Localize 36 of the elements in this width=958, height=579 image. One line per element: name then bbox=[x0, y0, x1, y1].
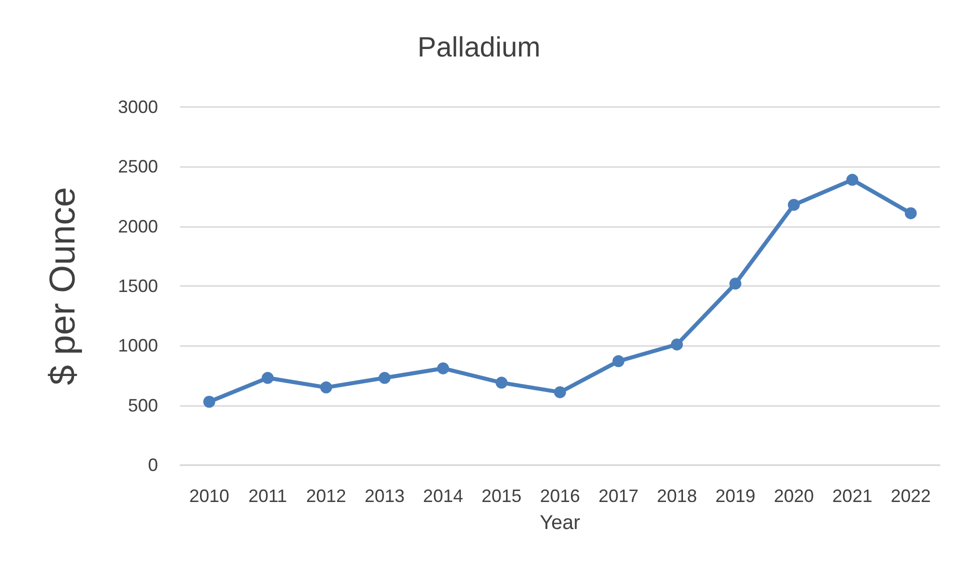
x-tick-label: 2020 bbox=[774, 486, 814, 506]
point bbox=[262, 372, 274, 384]
point bbox=[670, 338, 683, 350]
x-tick-label: 2018 bbox=[656, 486, 697, 506]
y-tick-label: 2500 bbox=[118, 156, 158, 177]
point bbox=[612, 355, 624, 368]
y-tick-label: 3000 bbox=[118, 97, 158, 117]
x-tick-label: 2017 bbox=[598, 486, 638, 506]
y-tick-label: 2000 bbox=[118, 216, 158, 236]
point bbox=[437, 362, 450, 374]
x-tick-label: 2012 bbox=[306, 486, 346, 506]
point bbox=[378, 372, 391, 384]
x-tick-label: 2015 bbox=[482, 486, 522, 506]
chart-title: Palladium bbox=[418, 32, 540, 62]
x-tick-label: 2016 bbox=[540, 486, 580, 506]
x-tick-label: 2019 bbox=[715, 486, 756, 506]
y-tick-label: 1500 bbox=[118, 276, 158, 296]
x-axis-title: Year bbox=[540, 512, 581, 534]
point bbox=[729, 278, 742, 290]
y-tick-label: 1000 bbox=[118, 336, 158, 356]
x-tick-label: 2022 bbox=[890, 486, 931, 506]
y-tick-label: 500 bbox=[128, 395, 158, 416]
point bbox=[554, 386, 566, 398]
point bbox=[320, 381, 332, 394]
y-tick-label: 0 bbox=[148, 455, 158, 475]
x-tick-label: 2013 bbox=[364, 486, 405, 506]
x-tick-label: 2010 bbox=[189, 486, 230, 506]
point bbox=[496, 376, 508, 389]
x-tick-label: 2014 bbox=[423, 486, 464, 506]
y-axis-title: $ per Ounce bbox=[42, 186, 82, 386]
point bbox=[788, 198, 800, 211]
point bbox=[846, 174, 858, 186]
x-tick-label: 2021 bbox=[832, 486, 872, 506]
point bbox=[203, 396, 216, 408]
point bbox=[904, 207, 917, 220]
x-tick-label: 2011 bbox=[248, 486, 288, 506]
